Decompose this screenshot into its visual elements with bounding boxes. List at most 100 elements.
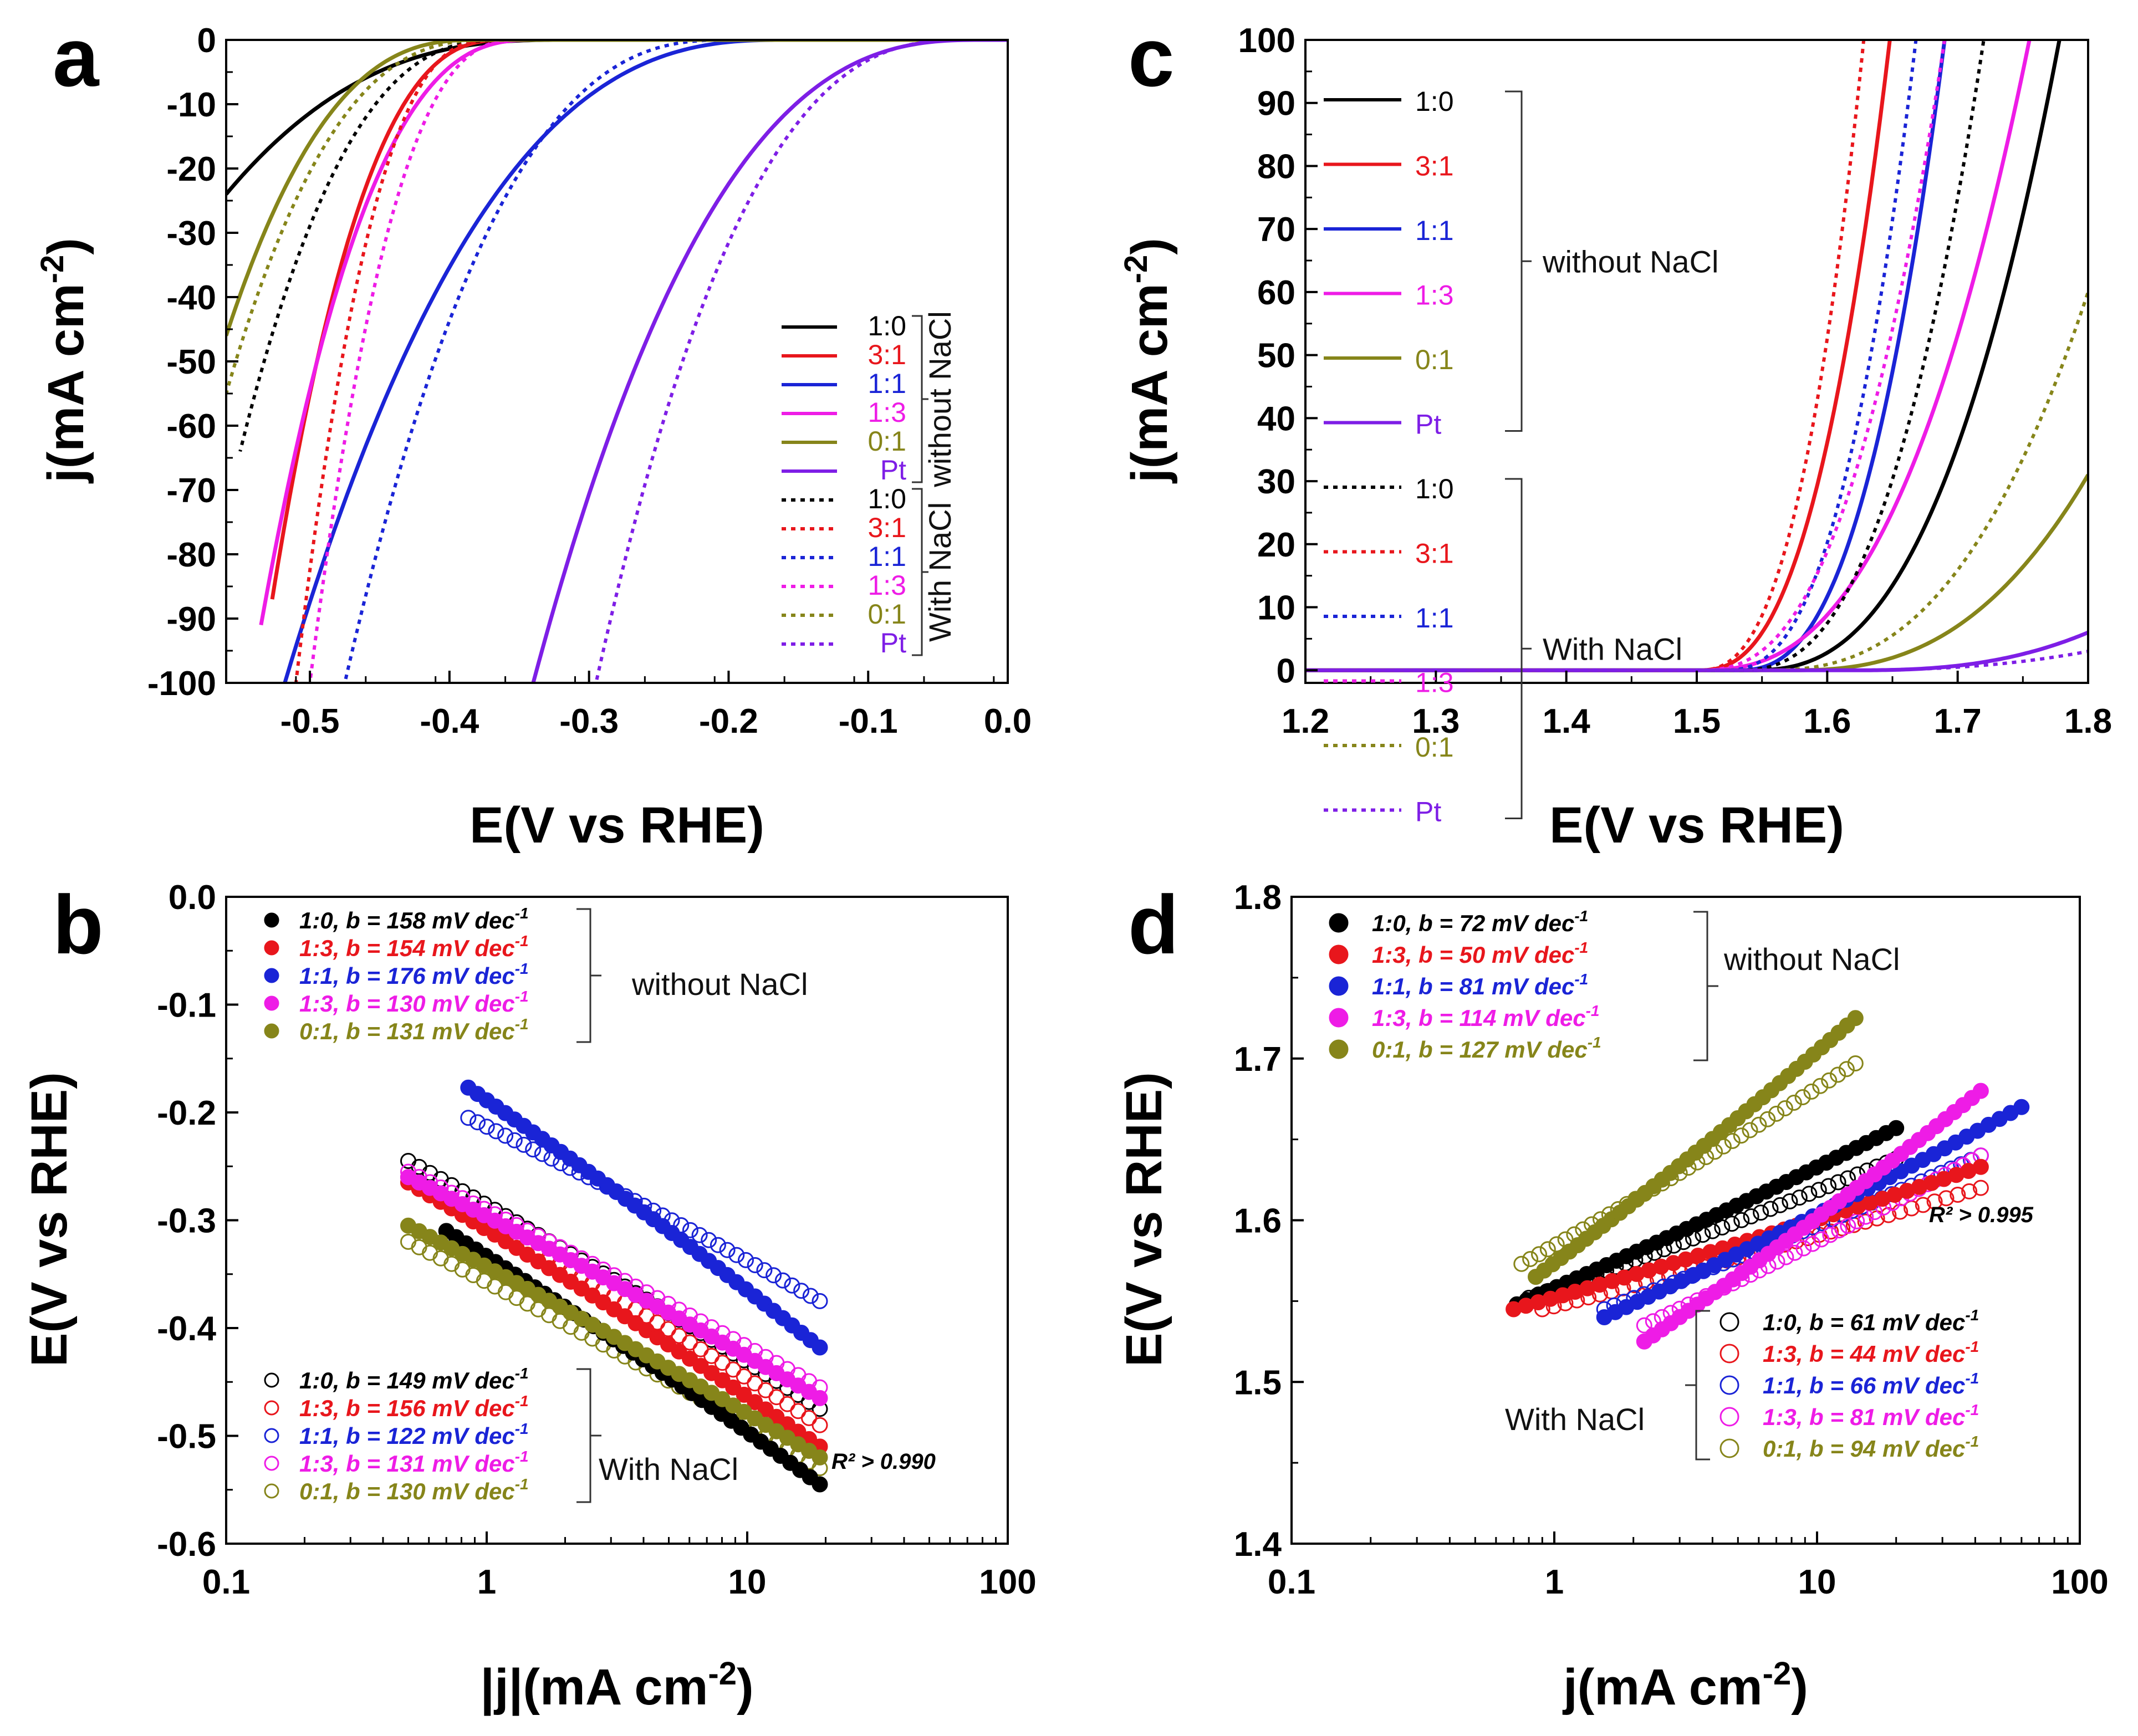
data-point — [766, 1267, 782, 1284]
y-tick-label: 90 — [1257, 85, 1295, 123]
legend-label: 1:1 — [868, 368, 906, 399]
r2-annotation: R² > 0.990 — [831, 1449, 936, 1474]
data-point — [1972, 1083, 1989, 1099]
data-point — [1950, 1187, 1966, 1203]
data-point — [725, 1361, 742, 1378]
data-point — [2013, 1099, 2030, 1115]
data-point — [1830, 1174, 1846, 1191]
data-point — [1753, 1204, 1769, 1221]
y-tick-label: 0 — [1277, 652, 1295, 690]
series-line — [1305, 291, 2088, 672]
data-point — [1733, 1212, 1750, 1228]
data-point — [1724, 1133, 1741, 1149]
data-point — [1812, 1078, 1829, 1094]
data-point — [728, 1247, 745, 1263]
data-point — [516, 1136, 532, 1153]
y-axis-label: E(V vs RHE) — [1116, 1072, 1172, 1367]
legend-label: 1:1, b = 81 mV dec-1 — [1372, 971, 1588, 999]
panel-label: b — [53, 878, 104, 971]
x-axis-label: E(V vs RHE) — [470, 797, 764, 854]
x-axis-label: |j|(mA cm-2) — [480, 1656, 753, 1716]
data-point — [1972, 1180, 1989, 1196]
data-point — [812, 1449, 828, 1466]
group-braces: without NaCl With NaCl — [1505, 90, 1718, 819]
data-point — [725, 1379, 742, 1396]
y-tick-label: -0.3 — [157, 1202, 216, 1240]
y-tick-label: 0.0 — [169, 879, 216, 917]
legend-marker — [1329, 976, 1349, 996]
brace — [576, 908, 601, 1043]
y-tick-label: -20 — [166, 150, 216, 188]
y-axis-label: j(mA cm-2) — [34, 238, 94, 484]
data-point — [1743, 1208, 1759, 1224]
brace — [1693, 911, 1718, 1061]
legend-label: 1:1, b = 176 mV dec-1 — [299, 960, 529, 989]
legend-marker — [264, 1400, 279, 1416]
data-point — [1820, 1178, 1837, 1194]
r2-annotation: R² > 0.995 — [1929, 1203, 2034, 1227]
data-point — [488, 1123, 504, 1140]
legend-label: 1:3, b = 130 mV dec-1 — [299, 988, 529, 1017]
data-point — [1795, 1240, 1812, 1257]
legend-marker — [264, 1456, 279, 1471]
legend-marker — [264, 995, 279, 1011]
data-point — [1847, 1055, 1864, 1071]
data-point — [756, 1262, 773, 1279]
data-point — [738, 1252, 754, 1268]
data-point — [691, 1227, 708, 1243]
data-point — [1723, 1216, 1740, 1232]
legend-marker — [1329, 913, 1349, 933]
y-tick-label: -80 — [166, 536, 216, 574]
y-tick-label: -70 — [166, 472, 216, 510]
y-tick-label: 1.8 — [1234, 879, 1282, 917]
x-tick-label: -0.5 — [280, 702, 340, 741]
data-point — [714, 1372, 731, 1388]
legend-label: 3:1 — [868, 339, 906, 370]
data-point — [774, 1272, 791, 1289]
legend-label: 0:1 — [868, 599, 906, 630]
legend-label: 1:3 — [1415, 667, 1454, 698]
y-tick-label: -50 — [166, 343, 216, 381]
x-tick-label: 0.1 — [202, 1563, 250, 1601]
data-point — [1531, 1246, 1547, 1263]
series-group — [1305, 40, 2088, 672]
x-tick-label: -0.2 — [699, 702, 758, 741]
legend-label: 1:0 — [868, 483, 906, 514]
legend-label: Pt — [880, 455, 906, 486]
data-point — [1926, 1193, 1943, 1210]
y-tick-label: 1.7 — [1234, 1040, 1282, 1079]
data-point — [1813, 1231, 1830, 1248]
data-point — [1858, 1208, 1874, 1225]
legend-label: 1:3, b = 44 mV dec-1 — [1763, 1338, 1979, 1367]
data-point — [757, 1382, 774, 1398]
panel-a: -0.5 -0.4 -0.3 -0.2 -0.1 0.0 0 -10 -20 -30 -40 -50 -… — [34, 11, 1032, 854]
data-point — [1857, 1213, 1874, 1230]
legend-label: 0:1, b = 131 mV dec-1 — [299, 1015, 529, 1044]
y-tick-label: 1.4 — [1234, 1525, 1282, 1564]
data-point — [1768, 1105, 1785, 1122]
data-point — [1822, 1227, 1839, 1243]
legend-label: 1:0, b = 61 mV dec-1 — [1763, 1306, 1979, 1335]
x-tick-label: 0.0 — [984, 702, 1032, 741]
data-point — [1522, 1251, 1539, 1267]
brace — [912, 488, 928, 656]
legend-label: 1:1, b = 66 mV dec-1 — [1763, 1370, 1979, 1398]
data-point — [1548, 1236, 1565, 1253]
legend-label: Pt — [1415, 409, 1441, 440]
data-point — [710, 1237, 726, 1253]
y-tick-label: -0.5 — [157, 1418, 216, 1456]
data-point — [768, 1389, 785, 1406]
data-point — [1803, 1083, 1820, 1100]
data-point — [779, 1396, 795, 1412]
data-point — [470, 1114, 486, 1131]
legend-marker — [264, 1483, 279, 1499]
data-point — [1787, 1244, 1803, 1261]
legend-marker — [264, 1428, 279, 1443]
group-label: without NaCl — [922, 311, 957, 487]
data-point — [1762, 1201, 1779, 1217]
data-point — [812, 1293, 828, 1309]
data-point — [1801, 1186, 1818, 1202]
data-point — [1751, 1116, 1767, 1133]
